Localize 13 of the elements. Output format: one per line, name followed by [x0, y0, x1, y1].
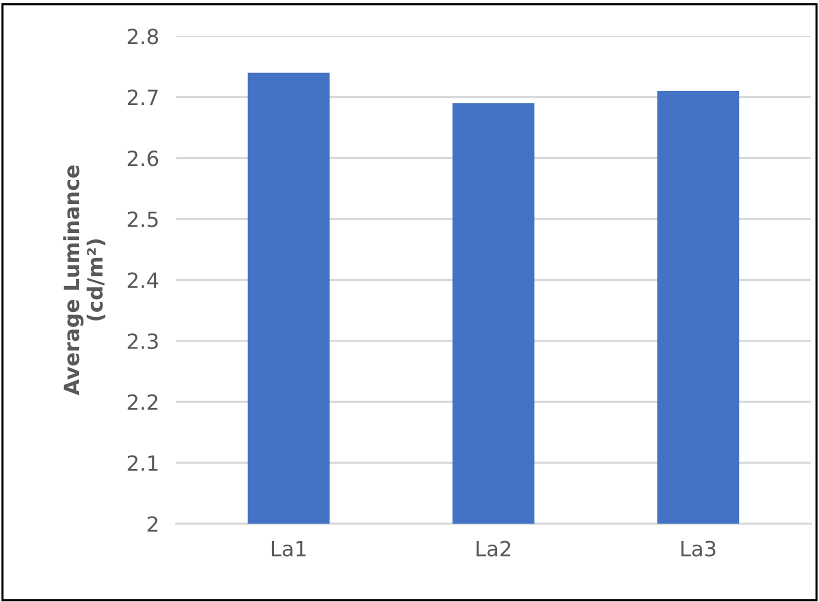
y-tick-label: 2.2 [128, 394, 158, 410]
x-tick-label: La3 [681, 540, 716, 557]
y-tick-label: 2.3 [128, 333, 158, 350]
y-tick-label: 2.8 [128, 28, 158, 44]
y-tick-label: 2.1 [128, 455, 158, 471]
y-tick-label: 2 [148, 516, 158, 532]
y-tick-label: 2.6 [128, 150, 158, 166]
y-tick-label: 2.7 [128, 90, 158, 105]
y-axis-title: Average Luminance (cd/m²) [63, 166, 106, 396]
y-tick-label: 2.4 [128, 272, 158, 288]
y-tick-label: 2.5 [128, 211, 158, 228]
x-tick-label: La2 [476, 540, 510, 557]
x-tick-label: La1 [272, 541, 306, 557]
